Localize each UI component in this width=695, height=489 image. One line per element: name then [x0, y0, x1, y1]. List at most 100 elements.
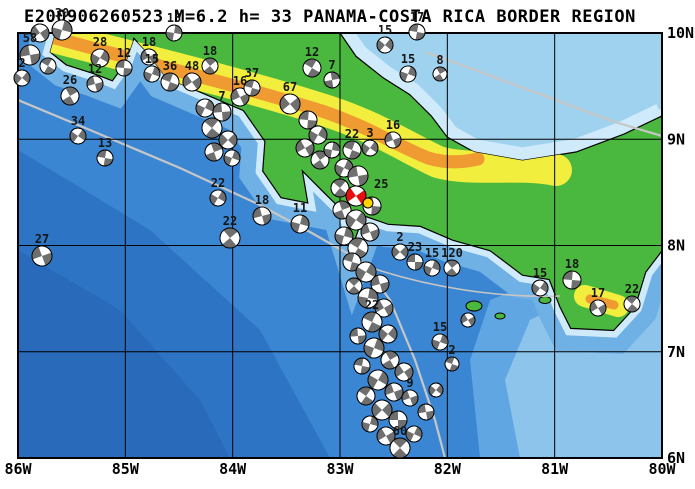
- beachball: [406, 253, 424, 271]
- axis-label-latitude: 10N: [667, 24, 694, 42]
- beachball-depth-label: 15: [533, 266, 547, 280]
- beachball: [361, 415, 379, 433]
- beachball: [96, 149, 114, 167]
- beachball: [562, 270, 582, 290]
- beachball: [428, 382, 444, 398]
- beachball: [384, 131, 402, 149]
- beachball-depth-label: 48: [185, 59, 199, 73]
- beachball-depth-label: 16: [386, 118, 400, 132]
- beachball: [165, 24, 183, 42]
- beachball: [279, 93, 301, 115]
- beachball: [342, 140, 362, 160]
- caribbean-sea: [340, 33, 662, 161]
- beachball: [243, 79, 261, 97]
- beachball-depth-label: 9: [406, 376, 413, 390]
- beachball: [90, 48, 110, 68]
- beachball: [201, 57, 219, 75]
- beachball: [332, 200, 352, 220]
- beachball-depth-label: 120: [441, 246, 463, 260]
- beachball-depth-label: 15: [433, 320, 447, 334]
- beachball: [252, 206, 272, 226]
- map-title: E200906260523 M=6.2 h= 33 PANAMA-COSTA R…: [24, 7, 636, 27]
- beachball-depth-label: 27: [35, 232, 49, 246]
- beachball: [219, 227, 241, 249]
- beachball: [330, 178, 350, 198]
- axis-label-longitude: 81W: [541, 460, 569, 478]
- beachball: [143, 65, 161, 83]
- beachball: [401, 389, 419, 407]
- beachball: [51, 19, 73, 41]
- beachball: [60, 86, 80, 106]
- beachball-depth-label: 12: [305, 45, 319, 59]
- axis-label-longitude: 82W: [434, 460, 462, 478]
- beachball-depth-label: 17: [410, 10, 424, 24]
- beachball-depth-label: 16: [233, 74, 247, 88]
- beachball: [353, 357, 371, 375]
- beachball: [432, 66, 448, 82]
- ocean-deeper: [18, 250, 230, 458]
- beachball: [295, 138, 315, 158]
- beachball: [405, 425, 423, 443]
- beachball-depth-label: 17: [591, 286, 605, 300]
- beachball-depth-label: 2: [448, 343, 455, 357]
- beachball: [160, 72, 180, 92]
- beachball: [376, 426, 396, 446]
- beachball: [345, 185, 367, 207]
- beachball-depth-label: 13: [98, 136, 112, 150]
- beachball: [310, 150, 330, 170]
- beachball: [182, 72, 202, 92]
- beachball-depth-label: 22: [365, 298, 379, 312]
- beachball-depth-label: 15: [145, 52, 159, 66]
- beachball: [349, 327, 367, 345]
- axis-label-longitude: 83W: [326, 460, 354, 478]
- axis-label-latitude: 7N: [667, 343, 685, 361]
- south-panama-boundary-line: [365, 265, 561, 298]
- beachball: [298, 110, 318, 130]
- island: [538, 296, 552, 304]
- beachball: [230, 87, 250, 107]
- beachball: [39, 57, 57, 75]
- beachball-depth-label: 60: [393, 424, 407, 438]
- beachball: [394, 362, 414, 382]
- beachball-depth-label: 26: [63, 73, 77, 87]
- beachball: [384, 382, 404, 402]
- beachball-depth-label: 22: [211, 176, 225, 190]
- main-event-depth-label: 25: [374, 177, 388, 191]
- middle-america-trench-line: [18, 98, 363, 263]
- beachball-depth-label: 8: [436, 53, 443, 67]
- axis-label-longitude: 86W: [4, 460, 32, 478]
- beachball: [399, 65, 417, 83]
- beachball-depth-label: 22: [345, 127, 359, 141]
- axes-layer: 86W 85W 84W 83W 82W 81W 80W 10N 9N 8N 7N 6N: [4, 24, 694, 478]
- beachball: [302, 58, 322, 78]
- map-frame: [17, 32, 663, 459]
- beachball-depth-label: 58: [23, 31, 37, 45]
- beachball-depth-label: 23: [408, 240, 422, 254]
- beachball-depth-label: 2: [396, 230, 403, 244]
- beachball: [380, 350, 400, 370]
- beachball: [431, 333, 449, 351]
- graticule: [17, 32, 663, 459]
- beachball: [378, 324, 398, 344]
- axis-label-latitude: 8N: [667, 237, 685, 255]
- beachball-depth-label: 18: [142, 35, 156, 49]
- beachball: [443, 259, 461, 277]
- beachball-depth-label: 12: [117, 46, 131, 60]
- beachball: [374, 298, 394, 318]
- beachball: [223, 149, 241, 167]
- beachball: [204, 142, 224, 162]
- axis-label-longitude: 84W: [219, 460, 247, 478]
- beachball: [388, 410, 408, 430]
- beachball-depth-label: 34: [71, 114, 85, 128]
- beachball: [363, 337, 385, 359]
- beachball: [361, 139, 379, 157]
- beachball: [423, 259, 441, 277]
- beachball: [334, 226, 354, 246]
- beachball: [201, 117, 223, 139]
- beachball: [360, 222, 380, 242]
- beachball: [444, 356, 460, 372]
- axis-label-latitude: 6N: [667, 449, 685, 467]
- beachball: [31, 245, 53, 267]
- beachball: [308, 125, 328, 145]
